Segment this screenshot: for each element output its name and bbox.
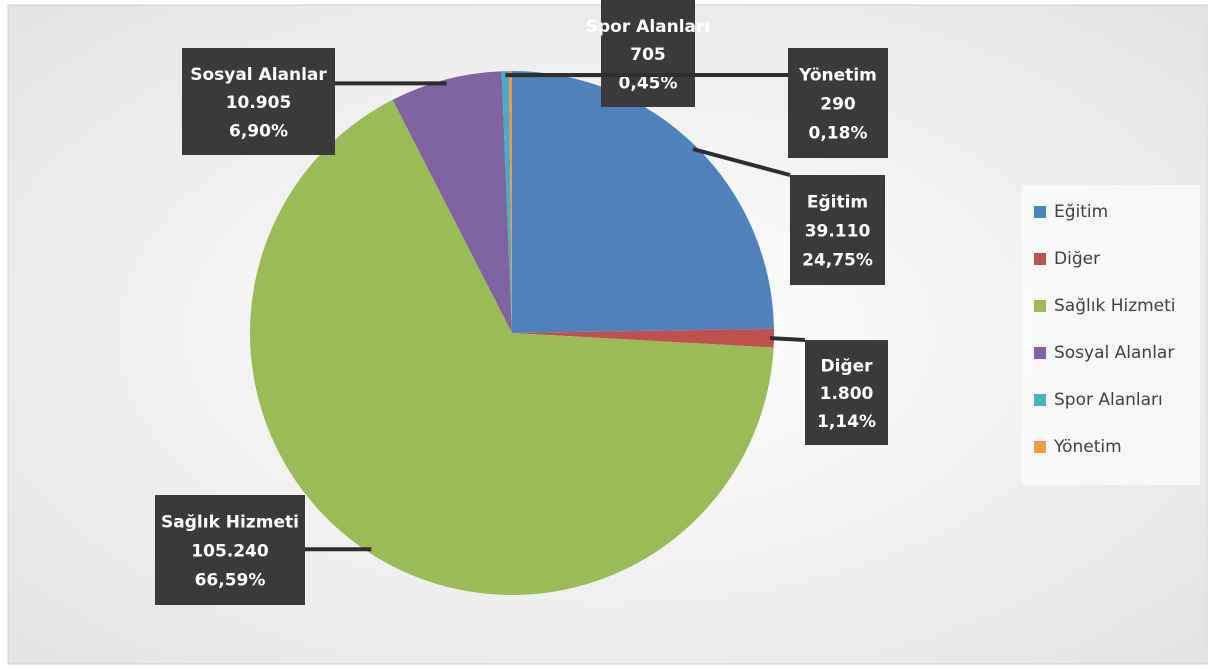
data-label-percent: 0,45%: [619, 73, 678, 93]
pie-slice: [392, 71, 512, 333]
legend-label: Diğer: [1054, 249, 1100, 269]
data-label-name: Spor Alanları: [586, 17, 710, 37]
pie-slice: [249, 99, 774, 595]
data-label-percent: 0,18%: [809, 124, 868, 144]
data-label-value: 39.110: [805, 222, 871, 242]
data-label-value: 105.240: [191, 542, 269, 562]
legend-swatch: [1034, 206, 1046, 218]
pie-slice: [512, 328, 774, 348]
data-label-name: Diğer: [820, 356, 873, 376]
legend-label: Sağlık Hizmeti: [1054, 296, 1176, 316]
data-label-value: 705: [630, 45, 666, 65]
legend: [1022, 185, 1200, 485]
legend-label: Sosyal Alanlar: [1054, 343, 1174, 363]
legend-swatch: [1034, 253, 1046, 265]
leader-line: [769, 336, 806, 342]
legend-swatch: [1034, 300, 1046, 312]
data-label-percent: 24,75%: [802, 251, 873, 271]
pie-slice: [512, 71, 774, 333]
data-label-percent: 6,90%: [229, 121, 288, 141]
data-label-value: 1.800: [820, 384, 874, 404]
data-label-percent: 1,14%: [817, 412, 876, 432]
pie-slice: [508, 71, 512, 333]
data-label-value: 10.905: [226, 93, 292, 113]
data-label-name: Sosyal Alanlar: [190, 65, 327, 85]
legend-swatch: [1034, 441, 1046, 453]
data-label-percent: 66,59%: [195, 571, 266, 591]
data-label-name: Sağlık Hizmeti: [161, 513, 299, 533]
leader-line: [692, 147, 791, 177]
data-label-box: [601, 0, 695, 107]
data-label-box: [805, 340, 888, 445]
data-label-name: Eğitim: [807, 193, 868, 213]
data-label-value: 290: [820, 95, 856, 115]
data-label-box: [790, 175, 885, 285]
legend-swatch: [1034, 347, 1046, 359]
legend-label: Eğitim: [1054, 202, 1108, 222]
legend-label: Spor Alanları: [1054, 390, 1163, 410]
data-label-box: [155, 495, 305, 605]
legend-swatch: [1034, 394, 1046, 406]
pie-slice: [501, 71, 512, 334]
data-label-name: Yönetim: [798, 66, 877, 86]
legend-label: Yönetim: [1053, 437, 1122, 457]
data-label-box: [788, 48, 888, 158]
data-label-box: [182, 48, 335, 155]
